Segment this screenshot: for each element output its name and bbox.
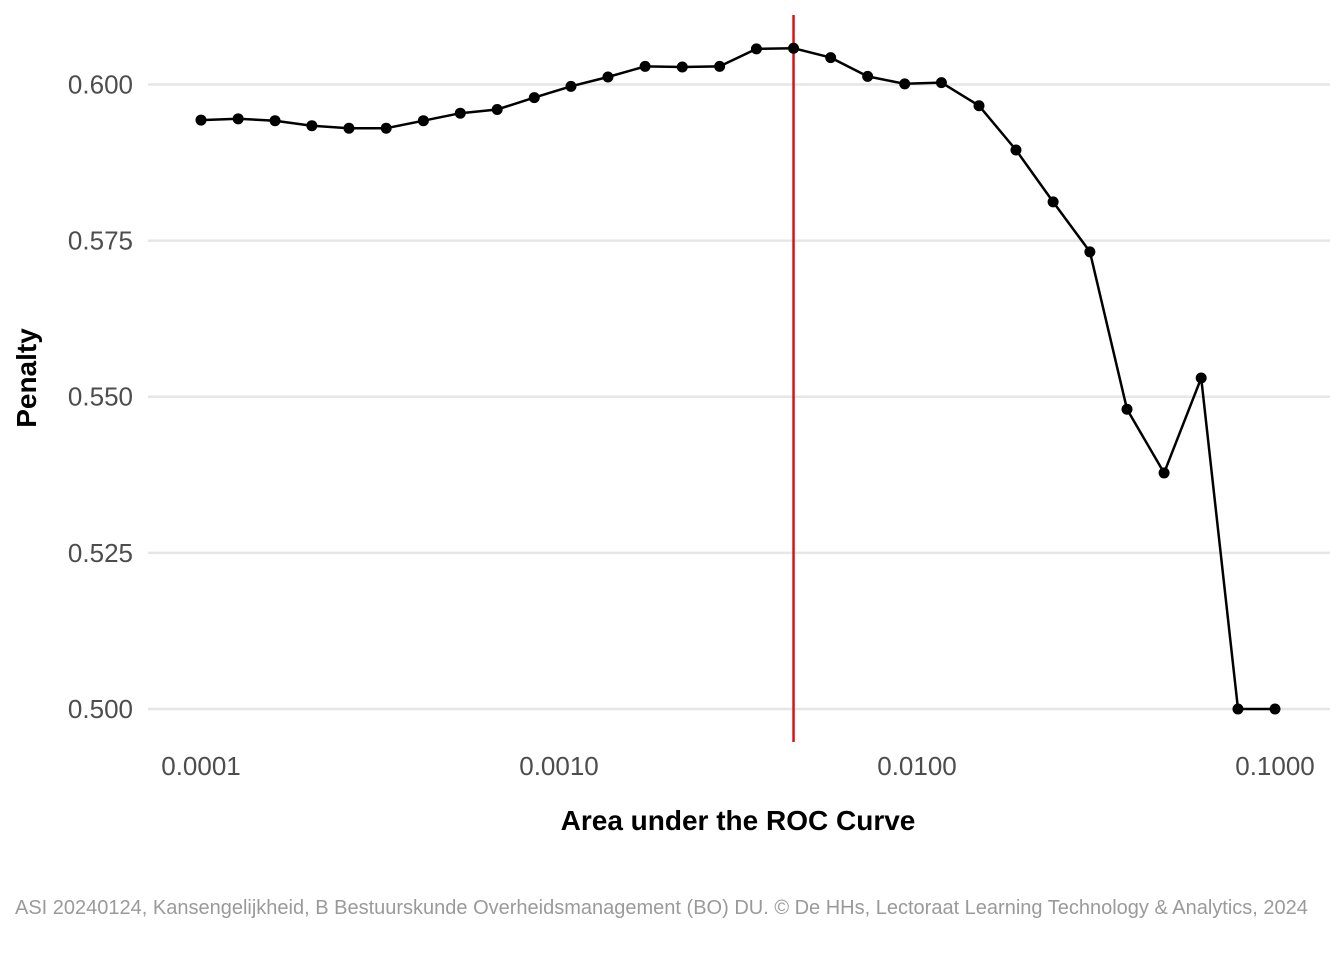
data-point bbox=[343, 122, 355, 134]
data-point bbox=[602, 71, 614, 83]
gridlines bbox=[148, 83, 1330, 711]
x-tick-labels: 0.0001 0.0010 0.0100 0.1000 bbox=[161, 751, 1315, 781]
data-point bbox=[1010, 144, 1022, 156]
source-caption: ASI 20240124, Kansengelijkheid, B Bestuu… bbox=[15, 897, 1308, 919]
y-tick-label: 0.500 bbox=[68, 694, 133, 724]
data-point bbox=[676, 61, 688, 73]
data-point bbox=[750, 43, 762, 55]
x-tick-label: 0.0001 bbox=[161, 751, 241, 781]
data-point bbox=[714, 60, 726, 72]
data-point bbox=[973, 100, 985, 112]
data-point bbox=[1232, 703, 1244, 715]
data-point bbox=[862, 70, 874, 82]
y-tick-label: 0.600 bbox=[68, 69, 133, 99]
data-point bbox=[639, 60, 651, 72]
data-point bbox=[306, 120, 318, 132]
data-point bbox=[1158, 467, 1170, 479]
data-point bbox=[269, 115, 281, 127]
y-tick-label: 0.550 bbox=[68, 382, 133, 412]
data-point bbox=[454, 107, 466, 119]
data-point bbox=[380, 122, 392, 134]
data-point bbox=[232, 113, 244, 125]
data-point bbox=[935, 77, 947, 89]
y-tick-label: 0.575 bbox=[68, 226, 133, 256]
y-tick-label: 0.525 bbox=[68, 538, 133, 568]
data-point bbox=[195, 114, 207, 126]
series-group bbox=[195, 42, 1281, 715]
y-tick-labels: 0.500 0.525 0.550 0.575 0.600 bbox=[68, 69, 133, 724]
data-point bbox=[1269, 703, 1281, 715]
x-tick-label: 0.0010 bbox=[519, 751, 599, 781]
x-axis-title: Area under the ROC Curve bbox=[561, 805, 916, 836]
data-point bbox=[417, 115, 429, 127]
data-point bbox=[491, 103, 503, 115]
data-point bbox=[788, 42, 800, 54]
x-tick-label: 0.1000 bbox=[1235, 751, 1315, 781]
y-axis-title: Penalty bbox=[11, 328, 42, 428]
data-point bbox=[1121, 403, 1133, 415]
data-point bbox=[1195, 372, 1207, 384]
data-point bbox=[1047, 196, 1059, 208]
data-point bbox=[565, 80, 577, 92]
series-line bbox=[200, 46, 1275, 711]
data-point bbox=[528, 92, 540, 104]
data-point bbox=[899, 78, 911, 90]
x-tick-label: 0.0100 bbox=[877, 751, 957, 781]
data-point bbox=[1084, 246, 1096, 258]
data-point bbox=[825, 52, 837, 64]
